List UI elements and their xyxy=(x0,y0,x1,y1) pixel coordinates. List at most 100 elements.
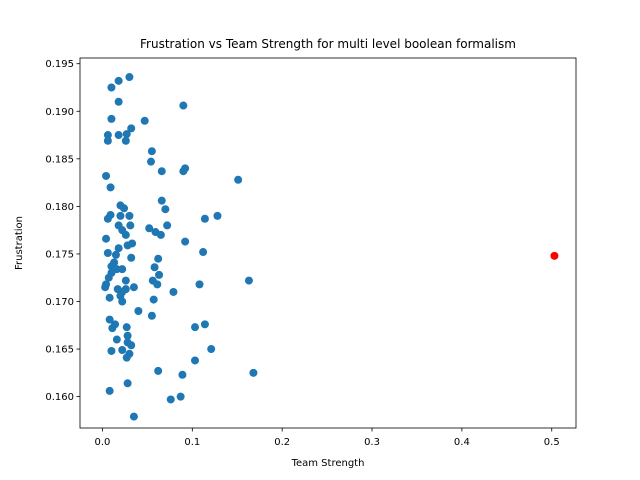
data-point-57 xyxy=(244,276,253,285)
data-point-20 xyxy=(106,183,115,192)
data-point-18 xyxy=(102,171,111,180)
data-point-48 xyxy=(154,254,163,263)
chart-title: Frustration vs Team Strength for multi l… xyxy=(140,37,516,51)
data-point-79 xyxy=(122,323,131,332)
data-point-26 xyxy=(125,211,134,220)
data-point-46 xyxy=(111,250,120,259)
data-point-80 xyxy=(108,324,117,333)
data-point-93 xyxy=(178,370,187,379)
data-point-51 xyxy=(150,263,159,272)
y-tick-label: 0.175 xyxy=(45,249,74,260)
data-point-95 xyxy=(105,386,114,395)
data-point-72 xyxy=(118,297,127,306)
data-point-87 xyxy=(107,346,116,355)
data-point-96 xyxy=(176,392,185,401)
x-tick-label: 0.0 xyxy=(95,437,111,448)
data-point-90 xyxy=(191,356,200,365)
data-point-38 xyxy=(121,230,130,239)
x-tick-label: 0.1 xyxy=(184,437,200,448)
y-axis-label: Frustration xyxy=(14,216,25,270)
data-point-53 xyxy=(118,265,127,274)
data-point-32 xyxy=(126,221,135,230)
data-point-33 xyxy=(163,221,172,230)
y-tick-label: 0.160 xyxy=(45,392,74,403)
data-point-61 xyxy=(153,280,162,289)
data-point-82 xyxy=(112,335,121,344)
data-point-62 xyxy=(195,280,204,289)
data-point-78 xyxy=(191,323,200,332)
x-tick-label: 0.2 xyxy=(274,437,290,448)
data-point-21 xyxy=(157,196,166,205)
data-point-19 xyxy=(234,175,243,184)
data-point-42 xyxy=(123,241,132,250)
data-point-43 xyxy=(114,244,123,253)
data-point-91 xyxy=(154,366,163,375)
data-point-70 xyxy=(105,293,114,302)
data-point-45 xyxy=(103,248,112,257)
data-point-56 xyxy=(104,273,113,282)
data-point-47 xyxy=(127,253,136,262)
data-point-55 xyxy=(155,270,164,279)
y-tick-label: 0.180 xyxy=(45,202,74,213)
x-tick-label: 0.5 xyxy=(544,437,560,448)
data-point-3 xyxy=(114,97,123,106)
data-point-71 xyxy=(149,295,158,304)
data-point-59 xyxy=(121,276,130,285)
data-point-16 xyxy=(179,167,188,176)
data-point-77 xyxy=(200,320,209,329)
data-point-0 xyxy=(125,73,134,82)
data-point-97 xyxy=(166,395,175,404)
x-tick-label: 0.4 xyxy=(454,437,470,448)
data-point-37 xyxy=(156,230,165,239)
data-point-24 xyxy=(161,205,170,214)
data-point-2 xyxy=(107,83,116,92)
x-axis-label: Team Strength xyxy=(291,458,365,469)
data-point-6 xyxy=(140,116,149,125)
points-group xyxy=(101,73,559,421)
data-point-29 xyxy=(103,214,112,223)
data-point-86 xyxy=(118,346,127,355)
plot-frame xyxy=(79,57,577,429)
data-point-12 xyxy=(121,136,130,145)
data-point-39 xyxy=(102,234,111,243)
data-point-63 xyxy=(129,283,138,292)
data-point-8 xyxy=(103,131,112,140)
data-point-81 xyxy=(123,331,132,340)
data-point-4 xyxy=(179,101,188,110)
data-point-1 xyxy=(114,76,123,85)
data-point-23 xyxy=(120,204,129,213)
data-point-75 xyxy=(105,315,114,324)
data-point-17 xyxy=(157,167,166,176)
data-point-73 xyxy=(134,307,143,316)
data-point-28 xyxy=(213,211,222,220)
y-tick-label: 0.185 xyxy=(45,154,74,165)
data-point-74 xyxy=(147,311,156,320)
data-point-44 xyxy=(199,248,208,257)
data-point-34 xyxy=(145,224,154,233)
data-point-98 xyxy=(129,412,138,421)
data-point-5 xyxy=(107,114,116,123)
data-point-10 xyxy=(122,130,131,139)
x-tick-label: 0.3 xyxy=(364,437,380,448)
data-point-7 xyxy=(127,124,136,133)
data-point-85 xyxy=(207,345,216,354)
data-point-13 xyxy=(147,147,156,156)
y-tick-label: 0.195 xyxy=(45,59,74,70)
y-tick-label: 0.165 xyxy=(45,345,74,356)
data-point-11 xyxy=(103,136,112,145)
data-point-27 xyxy=(116,211,125,220)
data-point-89 xyxy=(122,353,131,362)
data-point-68 xyxy=(169,287,178,296)
data-point-14 xyxy=(146,157,155,166)
data-point-30 xyxy=(200,214,209,223)
data-point-94 xyxy=(123,379,132,388)
y-tick-label: 0.170 xyxy=(45,297,74,308)
y-axis: 0.160 0.165 0.170 0.175 0.180 0.185 0.190 0.195 xyxy=(45,59,80,403)
data-point-84 xyxy=(127,341,136,350)
y-tick-label: 0.190 xyxy=(45,107,74,118)
data-point-92 xyxy=(249,368,258,377)
highlight-point-0 xyxy=(550,251,559,260)
data-point-40 xyxy=(181,237,190,246)
